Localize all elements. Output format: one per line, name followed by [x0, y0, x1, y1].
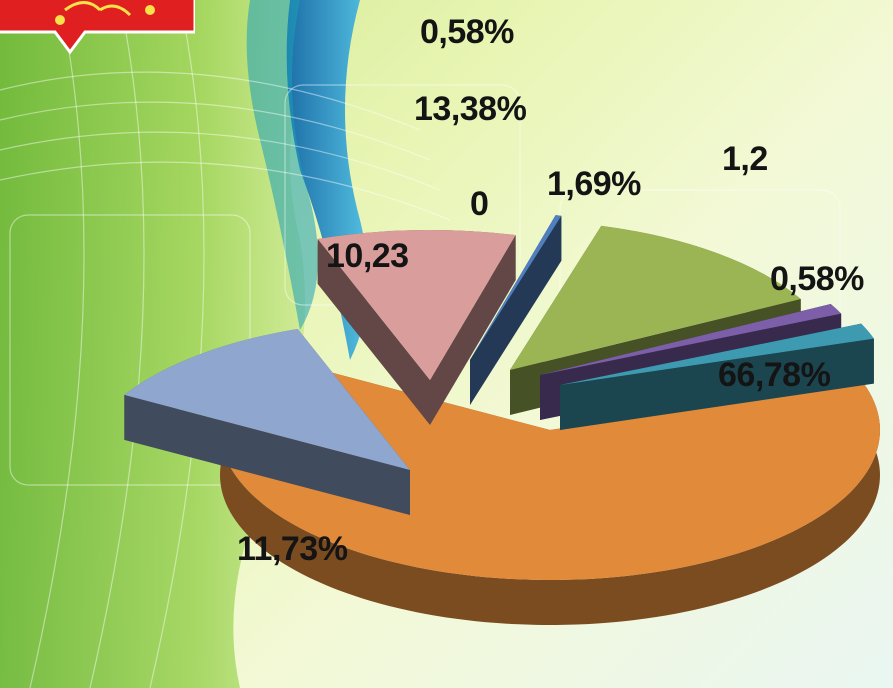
- pie-slice-top: [317, 230, 516, 380]
- pie-slice-cut: [317, 238, 430, 425]
- pie-slice-cut: [430, 235, 516, 425]
- pie-slice-top: [470, 215, 562, 360]
- pie-slice: [124, 328, 410, 515]
- pie-slice-top: [560, 323, 874, 385]
- data-label: 1,2: [722, 140, 768, 178]
- data-label: 0,58%: [770, 260, 864, 298]
- data-label: 11,73%: [237, 530, 348, 568]
- data-label: 0,58%: [420, 13, 514, 51]
- pie-slice-top: [124, 328, 410, 470]
- pie-slice-top: [510, 225, 801, 370]
- pie-slice: [470, 215, 562, 405]
- pie-slice: [560, 323, 874, 430]
- pie-slice-cut: [470, 215, 562, 405]
- data-label: 10,23: [326, 237, 409, 275]
- data-label: 0: [470, 185, 489, 223]
- data-label: 66,78%: [718, 356, 831, 394]
- pie-slice-top: [540, 304, 842, 375]
- pie-slice-top: [219, 354, 880, 581]
- data-label: 13,38%: [414, 90, 527, 128]
- pie-slice-cut: [124, 394, 410, 515]
- data-label: 1,69%: [547, 165, 641, 203]
- pie-slice: [317, 230, 516, 425]
- flag-emblem: [0, 0, 195, 55]
- pie-slice-cut: [560, 338, 874, 430]
